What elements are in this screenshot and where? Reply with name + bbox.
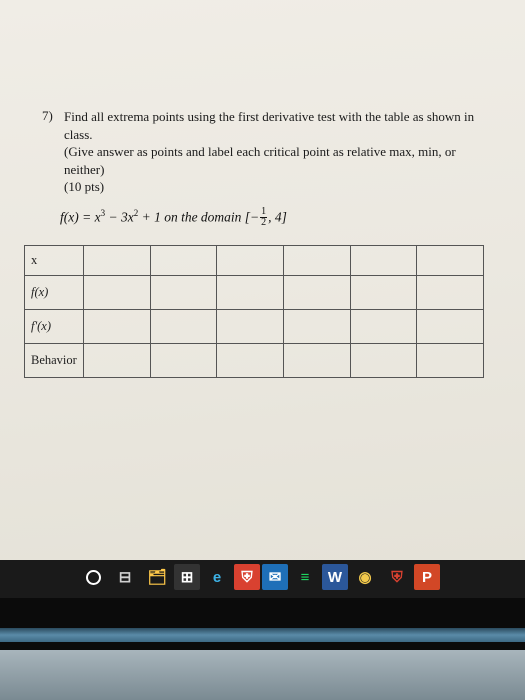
table-cell [350,245,417,275]
table-cell [417,309,484,343]
row-header-fx: f(x) [25,275,84,309]
table-cell [417,245,484,275]
table-row: f'(x) [25,309,484,343]
monitor-bottom: ⊟🗂⊞e⛨✉≡W◉⛨P [0,560,525,700]
question-text: Find all extrema points using the first … [64,108,484,196]
table-cell [150,343,217,377]
derivative-table: x f(x) f'(x) [24,245,484,378]
q-line3: (10 pts) [64,179,104,194]
table-cell [83,343,150,377]
table-cell [217,275,284,309]
table-cell [83,309,150,343]
table-cell [350,343,417,377]
taskbar-area: ⊟🗂⊞e⛨✉≡W◉⛨P [0,560,525,598]
table-cell [283,275,350,309]
eq-prefix: f(x) = x [60,209,101,224]
table-cell [350,309,417,343]
table-cell [83,245,150,275]
question-number: 7) [42,108,60,124]
table-cell [283,245,350,275]
table-cell [217,245,284,275]
taskbar[interactable]: ⊟🗂⊞e⛨✉≡W◉⛨P [78,560,525,594]
equation: f(x) = x3 − 3x2 + 1 on the domain [−12, … [60,208,497,229]
q-line1: Find all extrema points using the first … [64,109,474,142]
row-header-x: x [25,245,84,275]
table-cell [350,275,417,309]
table-cell [283,309,350,343]
eq-mid2: + 1 on the domain [− [138,209,259,224]
mcafee2-icon[interactable]: ⛨ [382,563,412,591]
worksheet-paper: 7) Find all extrema points using the fir… [0,0,525,560]
table-cell [150,245,217,275]
table-cell [217,309,284,343]
table-cell [150,275,217,309]
chrome-icon[interactable]: ◉ [350,563,380,591]
eq-fraction: 12 [260,207,267,228]
frac-den: 2 [260,218,267,228]
file-explorer-icon[interactable]: 🗂 [142,563,172,591]
word-icon[interactable]: W [322,564,348,590]
mcafee1-icon[interactable]: ⛨ [234,564,260,590]
table-row: f(x) [25,275,484,309]
desk-surface [0,650,525,700]
mail-icon[interactable]: ✉ [262,564,288,590]
edge-icon[interactable]: e [202,563,232,591]
row-header-fpx: f'(x) [25,309,84,343]
bezel-strip [0,628,525,642]
store-icon[interactable]: ⊞ [174,564,200,590]
table-cell [217,343,284,377]
row-header-behavior: Behavior [25,343,84,377]
table-cell [150,309,217,343]
cortana-icon[interactable] [78,563,108,591]
powerpoint-icon[interactable]: P [414,564,440,590]
table-cell [417,343,484,377]
spotify-icon[interactable]: ≡ [290,563,320,591]
task-view-icon[interactable]: ⊟ [110,563,140,591]
question-content: 7) Find all extrema points using the fir… [42,108,497,378]
eq-suffix: , 4] [268,209,287,224]
table-row: Behavior [25,343,484,377]
table-cell [283,343,350,377]
q-line2: (Give answer as points and label each cr… [64,144,456,177]
table-row: x [25,245,484,275]
table-cell [417,275,484,309]
table-cell [83,275,150,309]
monitor-bezel [0,598,525,650]
eq-mid1: − 3x [105,209,134,224]
